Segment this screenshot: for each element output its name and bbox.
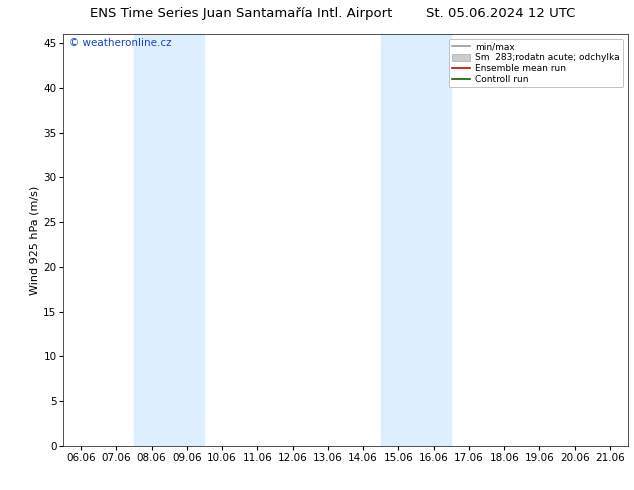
- Bar: [134, 34, 204, 446]
- Text: © weatheronline.cz: © weatheronline.cz: [69, 38, 172, 49]
- Legend: min/max, Sm  283;rodatn acute; odchylka, Ensemble mean run, Controll run: min/max, Sm 283;rodatn acute; odchylka, …: [449, 39, 623, 87]
- Bar: [381, 34, 451, 446]
- Text: St. 05.06.2024 12 UTC: St. 05.06.2024 12 UTC: [426, 7, 576, 21]
- Text: ENS Time Series Juan Santamařía Intl. Airport: ENS Time Series Juan Santamařía Intl. Ai…: [90, 7, 392, 21]
- Y-axis label: Wind 925 hPa (m/s): Wind 925 hPa (m/s): [29, 186, 39, 294]
